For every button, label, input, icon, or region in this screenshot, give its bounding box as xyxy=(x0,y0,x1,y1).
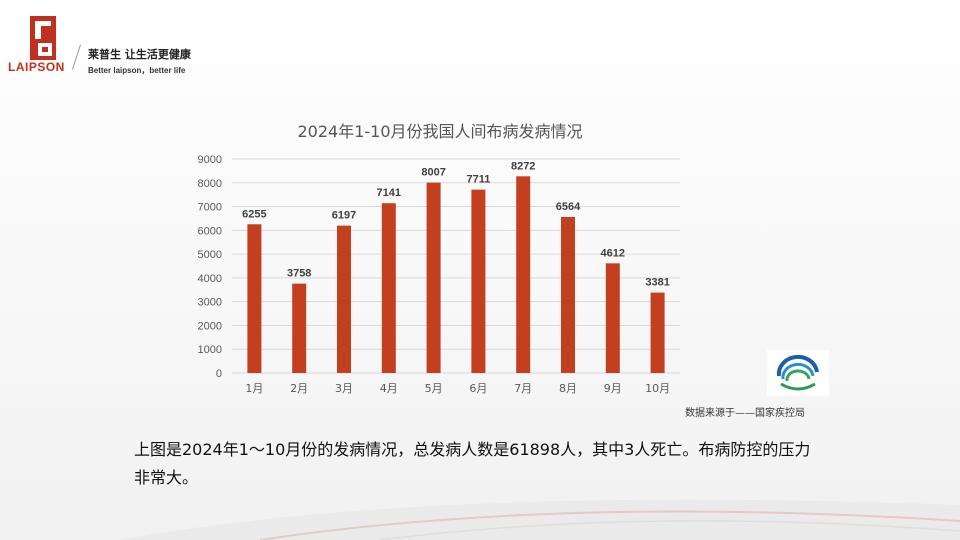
caption-text: 上图是2024年1～10月份的发病情况，总发病人数是61898人，其中3人死亡。… xyxy=(134,440,811,487)
data-label: 7711 xyxy=(466,174,490,186)
data-label: 8272 xyxy=(511,160,535,172)
y-tick-label: 5000 xyxy=(198,249,222,261)
data-label: 3381 xyxy=(645,277,669,289)
y-tick-label: 6000 xyxy=(198,225,222,237)
cdc-logo-icon xyxy=(767,350,829,396)
x-tick-label: 4月 xyxy=(380,382,398,395)
y-tick-label: 3000 xyxy=(198,297,222,309)
x-tick-label: 9月 xyxy=(604,382,622,395)
y-tick-label: 1000 xyxy=(198,344,222,356)
data-label: 6255 xyxy=(242,208,266,220)
bar xyxy=(605,263,620,373)
bar xyxy=(337,225,351,373)
bar xyxy=(650,292,665,373)
x-tick-label: 2月 xyxy=(290,382,308,395)
decorative-swoosh xyxy=(120,499,960,540)
bar xyxy=(381,203,396,373)
y-tick-label: 9000 xyxy=(198,154,222,166)
chart-title: 2024年1-10月份我国人间布病发病情况 xyxy=(297,122,583,141)
data-label: 8007 xyxy=(421,167,445,179)
x-tick-label: 1月 xyxy=(245,382,263,395)
y-tick-label: 4000 xyxy=(198,273,222,285)
data-label: 7141 xyxy=(377,187,401,199)
x-tick-label: 8月 xyxy=(559,382,577,395)
bar xyxy=(561,216,575,373)
bar xyxy=(292,283,307,373)
y-tick-label: 8000 xyxy=(198,178,222,190)
laipson-logo-icon xyxy=(30,16,56,60)
x-tick-label: 10月 xyxy=(645,382,670,395)
bar xyxy=(516,176,531,373)
source-note: 数据来源于——国家疾控局 xyxy=(685,408,805,419)
brand-slogan-cn: 莱普生 让生活更健康 xyxy=(88,48,191,61)
bar xyxy=(247,224,262,373)
x-tick-label: 5月 xyxy=(425,382,443,395)
bar-chart: 0 1000 2000 3000 4000 5000 6000 7000 8000 9000 625… xyxy=(198,154,680,395)
y-tick-label: 0 xyxy=(216,368,222,380)
brand-slogan: 莱普生 让生活更健康 Better laipson，better life xyxy=(88,46,191,76)
data-label: 6564 xyxy=(556,201,581,213)
brand-slogan-en: Better laipson，better life xyxy=(88,66,186,75)
data-label: 6197 xyxy=(332,210,356,222)
bar xyxy=(471,189,486,373)
y-tick-label: 2000 xyxy=(198,320,222,332)
x-tick-label: 3月 xyxy=(335,382,353,395)
data-label: 4612 xyxy=(601,247,625,259)
bar xyxy=(426,182,441,373)
y-tick-label: 7000 xyxy=(198,202,222,214)
logo-wordmark: LAIPSON xyxy=(8,60,65,74)
data-label: 3758 xyxy=(287,268,311,280)
x-tick-label: 7月 xyxy=(514,382,532,395)
x-tick-label: 6月 xyxy=(469,382,487,395)
